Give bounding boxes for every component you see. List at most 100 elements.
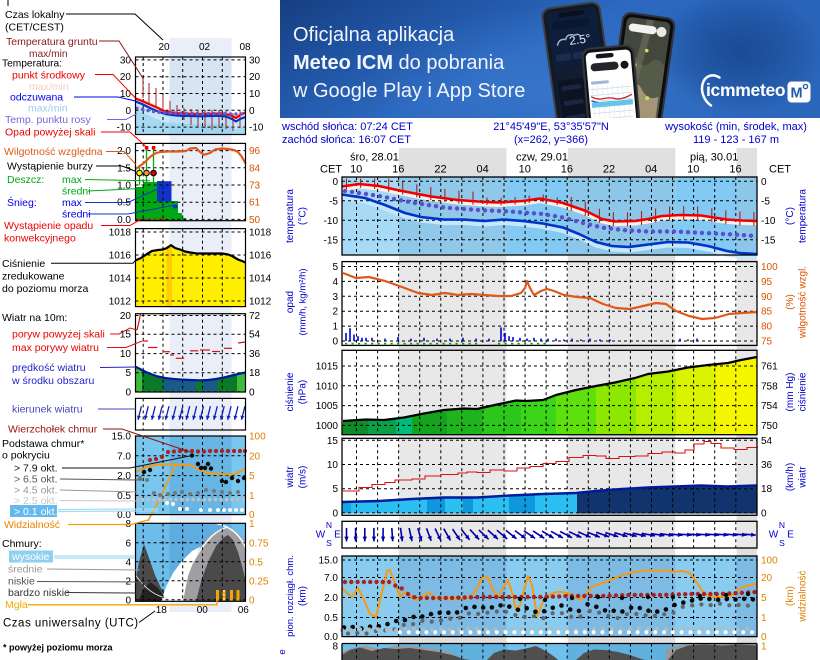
svg-text:1012: 1012: [109, 297, 132, 308]
svg-text:Opad powyżej skali: Opad powyżej skali: [5, 127, 95, 139]
svg-text:6: 6: [125, 538, 131, 549]
svg-text:(mm Hg): (mm Hg): [785, 373, 796, 412]
svg-text:S: S: [779, 538, 785, 548]
svg-text:kierunek wiatru: kierunek wiatru: [12, 404, 83, 416]
svg-text:1: 1: [249, 519, 255, 530]
svg-text:CET: CET: [320, 164, 342, 176]
svg-text:0: 0: [761, 508, 767, 519]
svg-text:0: 0: [332, 508, 338, 519]
svg-text:-15: -15: [324, 235, 339, 246]
svg-text:119 - 123 - 167 m: 119 - 123 - 167 m: [693, 134, 779, 146]
svg-text:0: 0: [761, 632, 767, 643]
svg-text:15.0: 15.0: [112, 432, 132, 443]
svg-text:04: 04: [645, 164, 657, 176]
svg-text:Wystąpienie burzy: Wystąpienie burzy: [7, 161, 93, 173]
svg-text:1: 1: [761, 613, 767, 624]
svg-text:0: 0: [249, 595, 255, 606]
svg-text:średnie: średnie: [8, 564, 43, 576]
svg-text:0: 0: [249, 387, 255, 398]
svg-text:Czas lokalny: Czas lokalny: [5, 9, 65, 21]
svg-text:75: 75: [761, 337, 773, 348]
svg-text:1: 1: [761, 642, 767, 653]
svg-text:Czas uniwersalny (UTC): Czas uniwersalny (UTC): [3, 618, 139, 630]
svg-text:02: 02: [199, 42, 211, 53]
svg-text:15: 15: [120, 330, 132, 341]
svg-text:1010: 1010: [316, 381, 339, 392]
svg-text:max: max: [62, 174, 83, 186]
svg-text:(km): (km): [785, 586, 796, 606]
svg-text:wysokie: wysokie: [11, 551, 50, 563]
svg-text:Ciśnienie: Ciśnienie: [2, 258, 45, 270]
svg-text:1012: 1012: [249, 297, 272, 308]
svg-text:20: 20: [249, 72, 261, 83]
svg-text:W: W: [769, 530, 779, 541]
svg-text:08: 08: [239, 42, 251, 53]
svg-text:3: 3: [332, 292, 338, 303]
svg-text:0: 0: [332, 177, 338, 188]
svg-text:8: 8: [332, 642, 338, 653]
svg-text:10: 10: [120, 89, 132, 100]
svg-text:7.0: 7.0: [117, 451, 131, 462]
svg-text:Deszcz:: Deszcz:: [7, 174, 44, 186]
svg-text:761: 761: [761, 362, 778, 373]
svg-text:0: 0: [125, 595, 131, 606]
svg-text:E: E: [787, 530, 794, 541]
svg-text:Temp. punktu rosy: Temp. punktu rosy: [5, 114, 92, 126]
svg-text:10: 10: [350, 164, 362, 176]
svg-text:0.0: 0.0: [117, 215, 131, 226]
svg-text:E: E: [334, 530, 341, 541]
svg-text:zredukowane: zredukowane: [2, 271, 65, 283]
svg-text:5: 5: [332, 262, 338, 273]
svg-text:22: 22: [603, 164, 615, 176]
svg-text:bardzo niskie: bardzo niskie: [8, 587, 70, 599]
svg-text:100: 100: [761, 556, 778, 567]
svg-text:06: 06: [238, 605, 250, 616]
svg-text:W: W: [316, 530, 326, 541]
svg-text:-5: -5: [761, 196, 770, 207]
svg-text:zachód słońca: 16:07 CET: zachód słońca: 16:07 CET: [282, 134, 411, 146]
svg-text:ciśnienie: ciśnienie: [798, 372, 809, 411]
svg-text:icmmeteo: icmmeteo: [706, 80, 785, 100]
svg-text:0.0: 0.0: [324, 632, 338, 643]
svg-text:1: 1: [249, 491, 255, 502]
svg-text:Oficjalna aplikacja: Oficjalna aplikacja: [293, 24, 455, 46]
svg-text:0.5: 0.5: [117, 491, 131, 502]
svg-text:o pokryciu: o pokryciu: [2, 450, 50, 462]
svg-text:prędkość wiatru: prędkość wiatru: [12, 362, 86, 374]
svg-text:758: 758: [761, 381, 778, 392]
svg-text:36: 36: [761, 460, 773, 471]
svg-text:754: 754: [761, 401, 778, 412]
svg-text:pion. rozciągł. chm.: pion. rozciągł. chm.: [285, 555, 296, 637]
svg-text:15: 15: [327, 436, 339, 447]
svg-text:50: 50: [249, 215, 261, 226]
svg-text:M: M: [790, 86, 802, 102]
svg-text:śro, 28.01: śro, 28.01: [350, 152, 399, 164]
svg-text:20: 20: [120, 311, 132, 322]
svg-text:100: 100: [761, 262, 778, 273]
svg-text:20: 20: [249, 451, 261, 462]
svg-text:18: 18: [156, 605, 168, 616]
svg-text:95: 95: [761, 277, 773, 288]
svg-text:S: S: [326, 538, 332, 548]
svg-text:poryw powyżej skali: poryw powyżej skali: [12, 329, 105, 341]
svg-text:średni: średni: [62, 186, 91, 198]
svg-text:1.0: 1.0: [117, 181, 131, 192]
svg-text:opad: opad: [285, 291, 296, 313]
svg-text:ciśnienie: ciśnienie: [285, 372, 296, 411]
svg-text:(hPa): (hPa): [298, 380, 309, 404]
svg-text:1005: 1005: [316, 401, 339, 412]
svg-text:Wilgotność względna: Wilgotność względna: [4, 146, 103, 158]
svg-text:(°C): (°C): [785, 207, 796, 225]
svg-text:0: 0: [761, 177, 767, 188]
svg-text:Meteo ICM do pobrania: Meteo ICM do pobrania: [293, 52, 505, 74]
svg-text:0: 0: [125, 387, 131, 398]
svg-text:18: 18: [249, 368, 261, 379]
svg-text:> 4.5 okt.: > 4.5 okt.: [14, 485, 58, 497]
svg-text:00: 00: [197, 605, 209, 616]
svg-text:61: 61: [249, 198, 261, 209]
svg-text:2.5°: 2.5°: [568, 31, 591, 48]
svg-text:5: 5: [332, 484, 338, 495]
svg-text:max/min: max/min: [29, 49, 68, 60]
svg-text:20: 20: [120, 72, 132, 83]
svg-text:Mgła: Mgła: [5, 599, 28, 611]
